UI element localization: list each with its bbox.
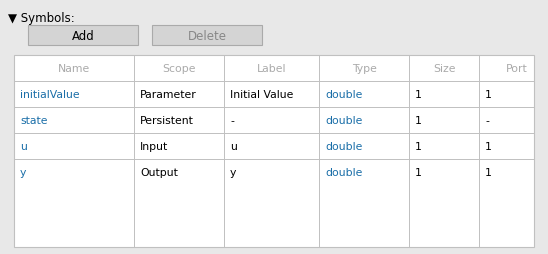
Text: u: u (20, 141, 27, 151)
Text: initialValue: initialValue (20, 90, 79, 100)
Text: 1: 1 (485, 90, 492, 100)
Text: Size: Size (433, 64, 455, 74)
Text: double: double (325, 116, 362, 125)
Text: state: state (20, 116, 48, 125)
Text: Port: Port (506, 64, 527, 74)
Text: 1: 1 (485, 167, 492, 177)
Text: Type: Type (352, 64, 376, 74)
Text: -: - (230, 116, 234, 125)
FancyBboxPatch shape (28, 26, 138, 46)
Text: -: - (485, 116, 489, 125)
Text: Input: Input (140, 141, 168, 151)
Text: Label: Label (257, 64, 286, 74)
Text: y: y (230, 167, 236, 177)
Text: 1: 1 (485, 141, 492, 151)
Text: Delete: Delete (187, 29, 226, 42)
Text: u: u (230, 141, 237, 151)
Text: double: double (325, 141, 362, 151)
Text: Add: Add (72, 29, 94, 42)
FancyBboxPatch shape (152, 26, 262, 46)
Text: 1: 1 (415, 116, 422, 125)
Text: double: double (325, 90, 362, 100)
Text: Scope: Scope (162, 64, 196, 74)
Text: 1: 1 (415, 141, 422, 151)
Text: Persistent: Persistent (140, 116, 194, 125)
Text: Output: Output (140, 167, 178, 177)
FancyBboxPatch shape (14, 56, 534, 247)
Text: Name: Name (58, 64, 90, 74)
Text: Parameter: Parameter (140, 90, 197, 100)
Text: ▼ Symbols:: ▼ Symbols: (8, 12, 75, 25)
Text: y: y (20, 167, 26, 177)
Text: 1: 1 (415, 167, 422, 177)
Text: 1: 1 (415, 90, 422, 100)
Text: double: double (325, 167, 362, 177)
Text: Initial Value: Initial Value (230, 90, 293, 100)
